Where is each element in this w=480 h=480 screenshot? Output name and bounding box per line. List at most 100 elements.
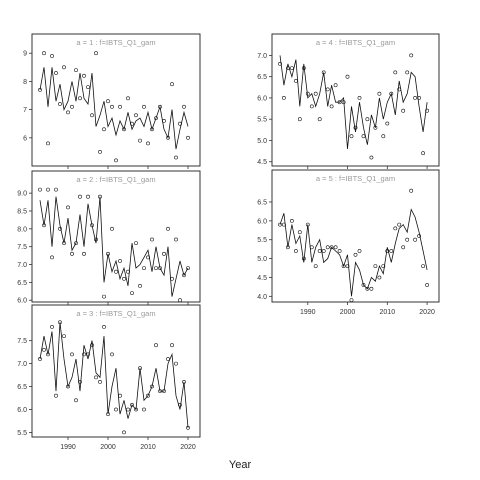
data-point	[110, 352, 114, 357]
data-point	[345, 74, 350, 79]
data-point	[66, 384, 70, 389]
y-tick-label: 6.0	[17, 298, 27, 305]
data-point	[46, 352, 50, 357]
strip-label: a = 4 : f=IBTS_Q1_gam	[316, 38, 395, 47]
data-point	[138, 283, 142, 288]
data-point	[369, 286, 374, 291]
data-point	[178, 402, 182, 407]
data-point	[42, 51, 46, 56]
data-point	[278, 222, 282, 227]
data-point	[118, 393, 122, 398]
data-point	[317, 117, 322, 122]
data-point	[70, 104, 74, 109]
data-point	[134, 241, 138, 246]
data-point	[349, 298, 354, 303]
data-point	[78, 379, 82, 384]
data-point	[309, 245, 314, 250]
y-tick-label: 6.5	[17, 280, 27, 287]
data-point	[377, 275, 382, 280]
data-point	[90, 223, 94, 228]
data-point	[325, 87, 330, 92]
data-point	[78, 194, 82, 199]
data-point	[305, 222, 310, 227]
y-tick-label: 9	[23, 51, 27, 58]
data-point	[321, 70, 326, 75]
y-tick-label: 4.5	[257, 275, 267, 282]
data-point	[170, 276, 174, 281]
data-point	[297, 230, 302, 235]
data-point	[130, 402, 134, 407]
data-point	[94, 51, 98, 56]
data-point	[130, 121, 134, 126]
data-point	[42, 223, 46, 228]
data-point	[110, 226, 114, 231]
data-point	[102, 127, 106, 132]
data-point	[54, 393, 58, 398]
data-point	[289, 218, 294, 223]
data-point	[126, 269, 130, 274]
data-point	[397, 222, 402, 227]
data-point	[170, 82, 174, 87]
x-tick-label: 2020	[419, 309, 435, 316]
panel-a5: a = 5 : f=IBTS_Q1_gam 4.0 4.5 5.0 5.5 6.0 6.5 1…	[257, 169, 440, 316]
data-point	[329, 104, 334, 109]
series-line	[39, 196, 189, 297]
data-point	[349, 134, 354, 139]
series-line	[39, 67, 189, 150]
data-point	[66, 110, 70, 115]
data-point	[82, 251, 86, 256]
data-point	[82, 352, 86, 357]
data-point	[158, 389, 162, 394]
data-point	[66, 205, 70, 210]
data-point	[305, 91, 310, 96]
data-point	[98, 379, 102, 384]
data-point	[78, 96, 82, 101]
data-point	[150, 384, 154, 389]
data-point	[146, 255, 150, 260]
data-point	[38, 88, 42, 92]
data-point	[369, 155, 374, 160]
data-point	[150, 127, 154, 132]
data-point	[110, 104, 114, 109]
y-tick-label: 7.0	[17, 262, 27, 269]
data-point	[401, 245, 406, 250]
data-point	[417, 96, 422, 100]
data-point	[186, 425, 190, 430]
data-point	[341, 264, 346, 269]
x-tick-label: 1990	[60, 444, 76, 451]
data-point	[38, 187, 42, 192]
data-point	[357, 96, 362, 100]
strip-label: a = 5 : f=IBTS_Q1_gam	[316, 174, 395, 183]
y-tick-label: 7.5	[17, 244, 27, 251]
y-tick-label: 7	[23, 107, 27, 114]
data-point	[70, 352, 74, 357]
x-tick-label: 2000	[340, 309, 356, 316]
data-point	[297, 117, 302, 122]
data-point	[86, 85, 90, 90]
data-point	[142, 104, 146, 109]
data-point	[122, 276, 126, 281]
data-point	[289, 66, 294, 71]
data-point	[333, 245, 338, 250]
data-point	[154, 266, 158, 271]
data-point	[154, 116, 158, 121]
x-tick-label: 1990	[300, 309, 316, 316]
data-point	[54, 187, 58, 192]
y-tick-label: 6.5	[17, 384, 27, 391]
data-point	[317, 249, 322, 253]
data-point	[126, 96, 130, 101]
data-point	[126, 407, 130, 412]
x-tick-label: 2010	[140, 444, 156, 451]
data-point	[62, 334, 66, 339]
data-point	[58, 320, 62, 325]
data-point	[94, 375, 98, 380]
panel-a1: a = 1 : f=IBTS_Q1_gam 6 7 8 9	[23, 33, 201, 169]
data-point	[166, 135, 170, 140]
y-tick-label: 6.5	[257, 199, 267, 206]
data-point	[162, 119, 166, 123]
data-point	[138, 366, 142, 371]
y-tick-label: 9.0	[17, 191, 27, 198]
data-point	[74, 398, 78, 403]
data-point	[417, 234, 422, 238]
data-point	[158, 266, 162, 271]
